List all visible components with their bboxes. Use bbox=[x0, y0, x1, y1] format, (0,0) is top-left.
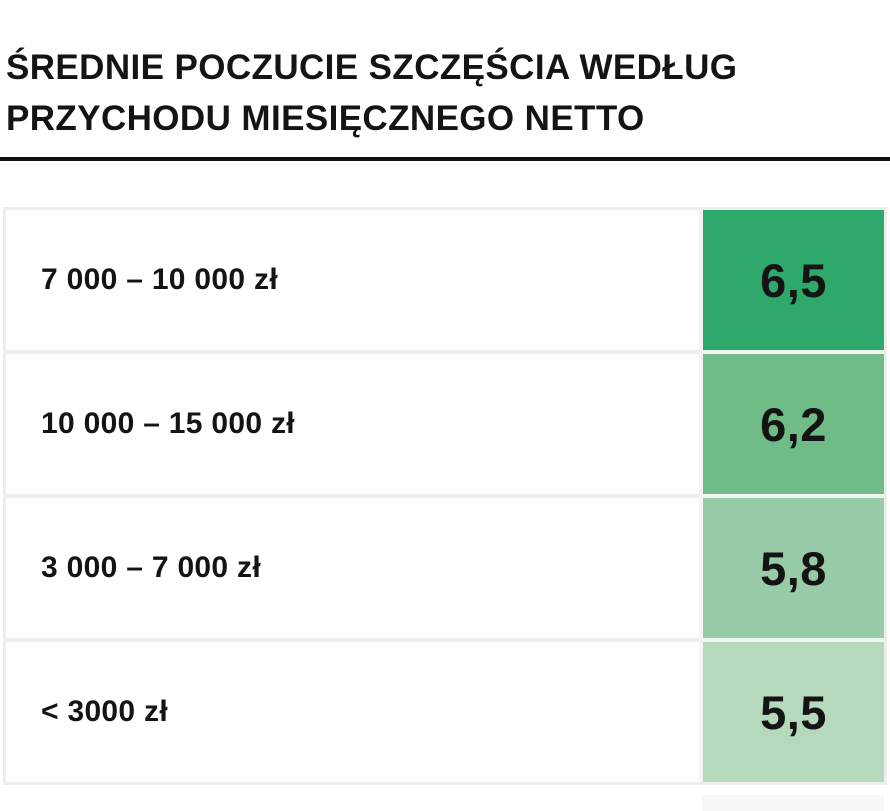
chart-title-line2: PRZYCHODU MIESIĘCZNEGO NETTO bbox=[6, 99, 645, 138]
happiness-score-cell: 6,5 bbox=[699, 210, 884, 354]
happiness-score-value: 6,5 bbox=[760, 253, 827, 307]
table-row: 10 000 – 15 000 zł 6,2 bbox=[6, 354, 884, 498]
happiness-score-cell: 5,8 bbox=[699, 498, 884, 642]
happiness-score-cell: 5,5 bbox=[699, 642, 884, 782]
chart-header: ŚREDNIE POCZUCIE SZCZĘŚCIA WEDŁUG PRZYCH… bbox=[0, 0, 890, 144]
happiness-table: 7 000 – 10 000 zł 6,5 10 000 – 15 000 zł… bbox=[3, 207, 887, 785]
table-row: < 3000 zł 5,5 bbox=[6, 642, 884, 782]
income-range-label: 3 000 – 7 000 zł bbox=[6, 498, 699, 642]
happiness-score-cell: 6,2 bbox=[699, 354, 884, 498]
happiness-score-value: 5,8 bbox=[760, 541, 827, 595]
chart-title: ŚREDNIE POCZUCIE SZCZĘŚCIA WEDŁUG PRZYCH… bbox=[6, 42, 885, 144]
chart-title-line1: ŚREDNIE POCZUCIE SZCZĘŚCIA WEDŁUG bbox=[6, 48, 738, 87]
income-range-label: 10 000 – 15 000 zł bbox=[6, 354, 699, 498]
income-range-label: 7 000 – 10 000 zł bbox=[6, 210, 699, 354]
title-divider-rule bbox=[0, 157, 890, 161]
table-row: 7 000 – 10 000 zł 6,5 bbox=[6, 210, 884, 354]
table-row: 3 000 – 7 000 zł 5,8 bbox=[6, 498, 884, 642]
income-range-label: < 3000 zł bbox=[41, 695, 168, 728]
next-row-hint bbox=[702, 795, 884, 811]
happiness-score-value: 6,2 bbox=[760, 397, 827, 451]
happiness-score-value: 5,5 bbox=[760, 685, 827, 739]
